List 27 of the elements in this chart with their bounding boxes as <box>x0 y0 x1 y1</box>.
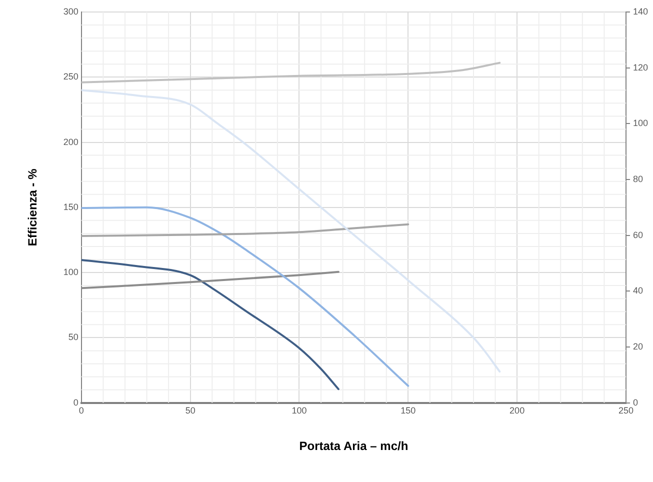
x-tick-label: 250 <box>618 406 634 416</box>
x-tick-label: 50 <box>185 406 196 416</box>
y2-tick-label: 80 <box>632 174 643 184</box>
x-tick-label: 200 <box>510 406 525 416</box>
line-series <box>81 259 340 390</box>
y2-tick-label: 100 <box>632 118 648 128</box>
y-tick-label: 50 <box>68 332 78 342</box>
line-series <box>81 62 501 84</box>
y2-tick-label: 0 <box>632 397 638 408</box>
y2-tick-label: 140 <box>632 6 648 16</box>
y2-tick-label: 120 <box>632 62 648 72</box>
y-tick-label: 100 <box>63 267 78 278</box>
x-tick-label: 100 <box>292 406 307 416</box>
y2-tick-label: 20 <box>632 341 643 352</box>
y-tick-label: 300 <box>63 6 78 16</box>
line-series <box>81 223 410 238</box>
y-tick-label: 150 <box>63 202 78 212</box>
x-tick-label: 150 <box>400 406 416 416</box>
x-axis-title: Portata Aria – mc/h <box>299 439 408 454</box>
y-tick-label: 250 <box>63 72 78 82</box>
y-tick-label: 0 <box>73 397 78 408</box>
y2-tick-label: 40 <box>632 286 643 296</box>
line-series <box>81 206 410 387</box>
y-tick-label: 200 <box>63 136 78 147</box>
y2-tick-label: 60 <box>632 230 643 240</box>
y-axis-title: Efficienza - % <box>26 168 40 246</box>
line-series <box>81 89 501 373</box>
